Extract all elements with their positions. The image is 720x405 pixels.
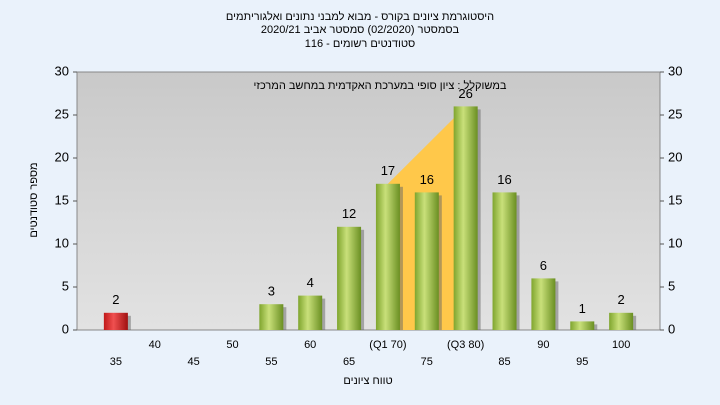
value-label: 3: [268, 284, 275, 299]
y-tick-label: 15: [55, 192, 69, 207]
x-tick-label: 35: [110, 356, 122, 368]
plot-area: [76, 71, 661, 331]
x-tick-label: 60: [304, 339, 316, 351]
y2-tick-label: 10: [668, 235, 682, 250]
chart-title: היסטוגרמת ציונים בקורס - מבוא למבני נתונ…: [226, 10, 494, 23]
bar: [492, 192, 517, 330]
x-tick-label: 55: [265, 356, 277, 368]
value-label: 17: [381, 163, 395, 178]
value-label: 16: [497, 172, 511, 187]
value-label: 26: [458, 86, 472, 101]
y-tick-label: 25: [55, 106, 69, 121]
x-tick-label: (Q1 70): [369, 339, 406, 351]
y-tick-label: 0: [62, 321, 69, 336]
value-label: 12: [342, 206, 356, 221]
y-tick-label: 20: [55, 149, 69, 164]
bar: [414, 192, 439, 330]
value-label: 2: [112, 292, 119, 307]
y2-tick-label: 0: [668, 321, 675, 336]
y2-tick-label: 15: [668, 192, 682, 207]
bar: [103, 312, 128, 330]
x-tick-label: 90: [537, 339, 549, 351]
y-tick-label: 30: [55, 63, 69, 78]
value-label: 2: [618, 292, 625, 307]
x-tick-label: 40: [149, 339, 161, 351]
bar: [453, 106, 478, 331]
value-label: 4: [307, 275, 314, 290]
x-tick-label: 85: [498, 356, 510, 368]
y2-tick-label: 20: [668, 149, 682, 164]
x-tick-label: 50: [226, 339, 238, 351]
value-label: 16: [420, 172, 434, 187]
bar: [609, 312, 634, 330]
value-label: 1: [579, 301, 586, 316]
y-axis-label: מספר סטודנטים: [28, 162, 40, 237]
value-label: 6: [540, 258, 547, 273]
x-tick-label: 95: [576, 356, 588, 368]
chart-subtitle: בסמסטר (02/2020) סמסטר אביב 2020/21: [261, 24, 460, 36]
annotation: במשוקלל : ציון סופי במערכת האקדמית במחשב…: [254, 79, 507, 92]
bar: [259, 304, 284, 330]
x-tick-label: 100: [612, 339, 630, 351]
x-axis-label: טווח ציונים: [343, 375, 392, 387]
chart-subtitle: סטודנטים רשומים - 116: [305, 38, 416, 50]
x-tick-label: 75: [421, 356, 433, 368]
bar: [531, 278, 556, 330]
y2-tick-label: 25: [668, 106, 682, 121]
x-tick-label: 45: [187, 356, 199, 368]
x-tick-label: (Q3 80): [447, 339, 484, 351]
bar: [570, 321, 595, 330]
y2-tick-label: 5: [668, 278, 675, 293]
bar: [298, 295, 323, 330]
x-tick-label: 65: [343, 356, 355, 368]
y2-tick-label: 30: [668, 63, 682, 78]
bar: [337, 226, 362, 330]
y-tick-label: 5: [62, 278, 69, 293]
bar: [375, 183, 400, 330]
y-tick-label: 10: [55, 235, 69, 250]
